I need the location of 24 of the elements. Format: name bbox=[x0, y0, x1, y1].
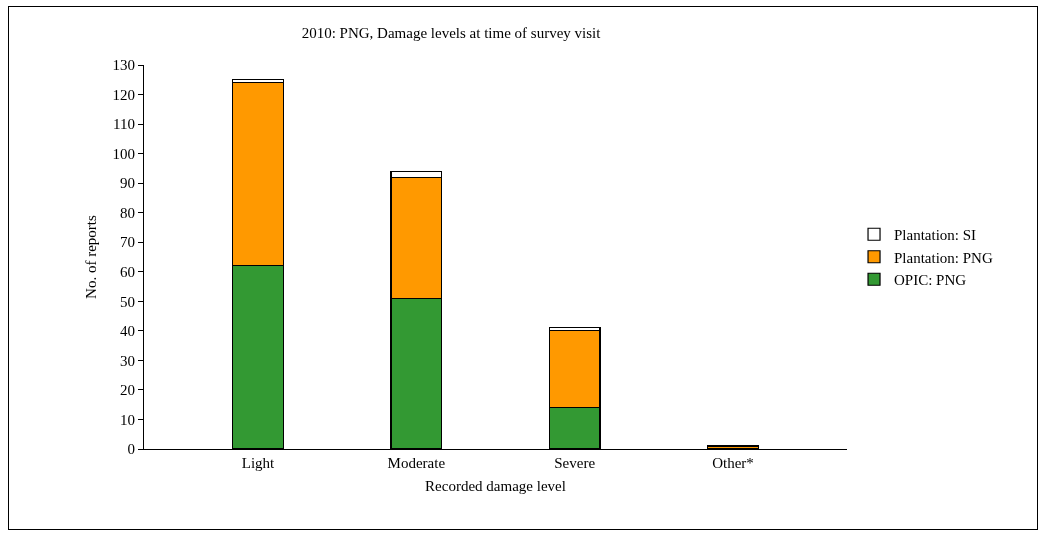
y-tick-label: 110 bbox=[113, 116, 135, 133]
y-tick-label: 70 bbox=[120, 234, 135, 251]
y-tick-label: 120 bbox=[112, 86, 135, 103]
y-tick-label: 90 bbox=[120, 175, 135, 192]
x-axis-title: Recorded damage level bbox=[425, 478, 566, 494]
legend-label: OPIC: PNG bbox=[894, 272, 967, 289]
y-tick-label: 50 bbox=[120, 293, 135, 310]
y-tick-label: 40 bbox=[120, 323, 135, 340]
x-tick-label: Other* bbox=[712, 455, 754, 471]
x-tick-label: Severe bbox=[554, 455, 596, 471]
y-tick-label: 0 bbox=[127, 441, 135, 458]
y-tick-label: 10 bbox=[120, 411, 135, 428]
x-tick-label: Light bbox=[241, 455, 276, 471]
y-tick-label: 20 bbox=[120, 382, 135, 399]
y-axis-title: No. of reports bbox=[82, 214, 99, 299]
y-tick-label: 100 bbox=[112, 145, 135, 162]
x-tick-label: Moderate bbox=[387, 455, 446, 471]
legend-label: Plantation: SI bbox=[894, 227, 977, 244]
legend-label: Plantation: PNG bbox=[894, 249, 993, 266]
y-tick-label: 30 bbox=[120, 352, 135, 369]
y-tick-label: 80 bbox=[120, 204, 135, 221]
y-tick-label: 60 bbox=[120, 264, 135, 281]
chart-title: 2010: PNG, Damage levels at time of survey visit bbox=[301, 25, 602, 42]
y-tick-label: 130 bbox=[112, 57, 135, 74]
